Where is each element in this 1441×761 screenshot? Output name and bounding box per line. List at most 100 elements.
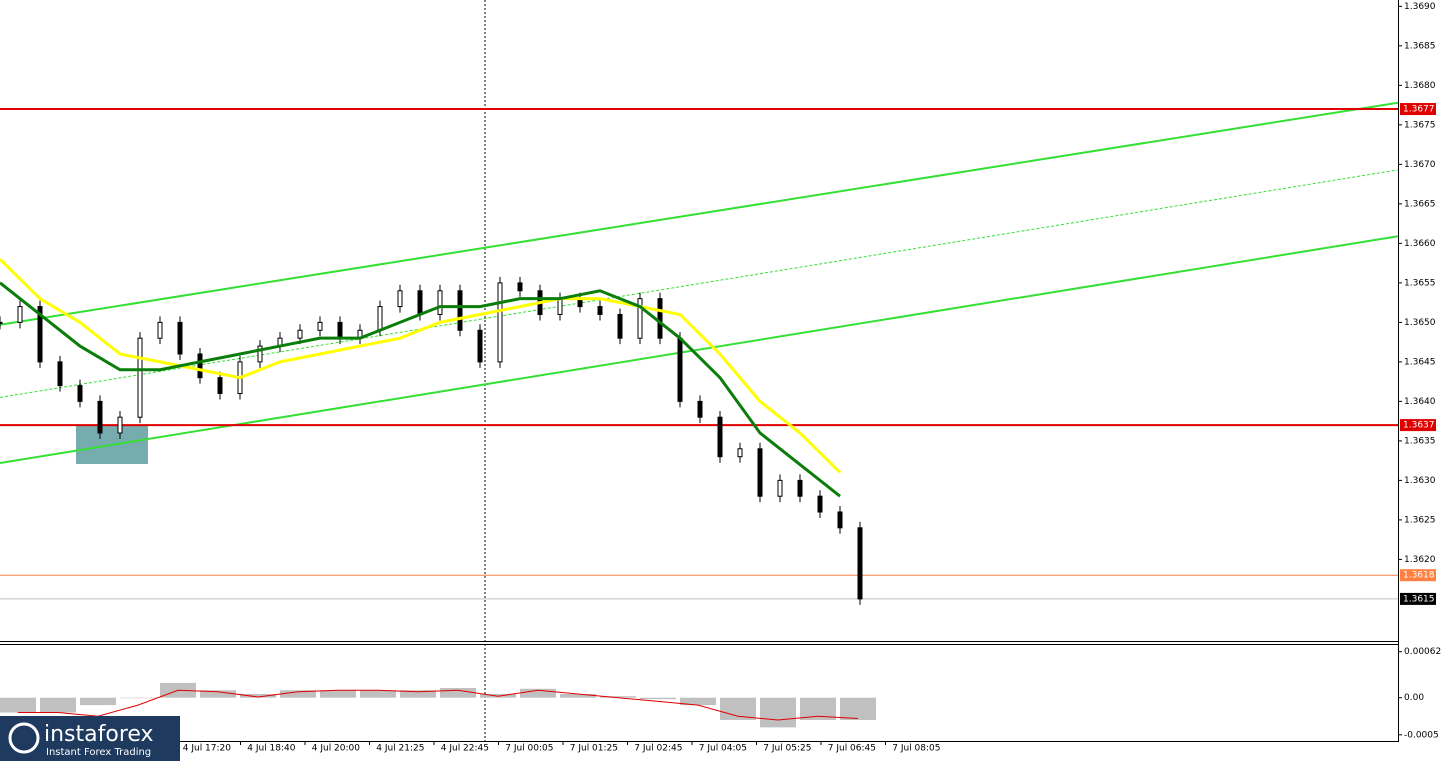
- candle: [337, 321, 343, 339]
- histogram-bar: [560, 693, 596, 698]
- histogram-bar: [760, 697, 796, 728]
- candle: [497, 282, 503, 363]
- y-tick-label: 1.3690: [1404, 2, 1436, 12]
- logo-name: instaforex: [44, 722, 154, 747]
- candle: [817, 495, 823, 513]
- current-label: 1.3615: [1403, 594, 1435, 604]
- candle: [77, 385, 83, 402]
- candle: [677, 337, 683, 402]
- y-tick-label: 1.3625: [1404, 515, 1436, 525]
- candle: [17, 306, 23, 323]
- y-tick-label: 1.3645: [1404, 357, 1436, 367]
- candle: [257, 345, 263, 363]
- y-tick-label: 1.3665: [1404, 199, 1436, 209]
- y-tick-label: 1.3620: [1404, 555, 1436, 565]
- candle: [97, 400, 103, 434]
- candle: [557, 298, 563, 315]
- histogram-bar: [120, 697, 156, 699]
- x-tick-label: 7 Jul 04:05: [699, 744, 747, 754]
- logo-icon: [8, 722, 40, 754]
- candle: [657, 298, 663, 339]
- histogram-bar: [640, 697, 676, 700]
- histogram-bar: [360, 690, 396, 698]
- y-tick-label: 1.3650: [1404, 318, 1436, 328]
- y-tick-label: 1.3630: [1404, 476, 1436, 486]
- y-tick-label: 1.3670: [1404, 160, 1436, 170]
- level-label: 1.3618: [1403, 571, 1435, 581]
- signal-line: [18, 689, 859, 721]
- candle: [757, 448, 763, 497]
- candle: [437, 290, 443, 315]
- logo: instaforex Instant Forex Trading: [0, 716, 180, 761]
- histogram-bar: [520, 688, 556, 698]
- y-tick-label: 1.3635: [1404, 436, 1436, 446]
- candle: [157, 321, 163, 339]
- trendline: [0, 169, 1399, 398]
- logo-bg: [0, 716, 180, 761]
- candle: [457, 290, 463, 331]
- x-tick-label: 4 Jul 22:45: [441, 744, 489, 754]
- histogram-bar: [720, 697, 756, 720]
- candle: [177, 321, 183, 355]
- y-tick-label: 0.00062: [1404, 647, 1441, 657]
- histogram-bar: [440, 688, 476, 698]
- x-tick-label: 7 Jul 08:05: [892, 744, 940, 754]
- histogram-bar: [0, 697, 36, 713]
- histogram-bar: [840, 697, 876, 720]
- candle: [617, 313, 623, 339]
- candle: [317, 321, 323, 331]
- histogram-bar: [40, 697, 76, 713]
- histogram-bar: [200, 690, 236, 698]
- histogram-bar: [400, 690, 436, 698]
- x-tick-label: 7 Jul 02:45: [634, 744, 682, 754]
- candle: [737, 448, 743, 458]
- x-tick-label: 4 Jul 17:20: [183, 744, 232, 754]
- candle: [597, 306, 603, 315]
- candle: [217, 377, 223, 394]
- y-tick-label: 1.3640: [1404, 397, 1436, 407]
- candle: [197, 353, 203, 379]
- trendline: [0, 101, 1399, 326]
- x-tick-label: 7 Jul 06:45: [828, 744, 876, 754]
- level-label: 1.3677: [1403, 105, 1435, 115]
- candle: [417, 290, 423, 315]
- x-tick-label: 4 Jul 21:25: [376, 744, 424, 754]
- y-tick-label: 1.3675: [1404, 120, 1436, 130]
- level-label-bg: [1400, 103, 1436, 116]
- histogram-bar: [800, 697, 836, 720]
- candle: [797, 479, 803, 497]
- x-tick-label: 7 Jul 05:25: [763, 744, 811, 754]
- y-tick-label: 1.3660: [1404, 239, 1436, 249]
- candle: [37, 306, 43, 363]
- candle: [117, 416, 123, 434]
- candle: [57, 361, 63, 387]
- y-tick-label: -0.0005: [1404, 730, 1439, 740]
- level-label: 1.3637: [1403, 421, 1435, 431]
- x-tick-label: 7 Jul 01:25: [570, 744, 618, 754]
- candle: [137, 337, 143, 418]
- moving-average: [0, 258, 842, 474]
- candle: [837, 511, 843, 529]
- x-tick-label: 7 Jul 00:05: [505, 744, 553, 754]
- level-label-bg: [1400, 569, 1436, 582]
- y-tick-label: 0.00: [1404, 693, 1424, 703]
- x-tick-label: 4 Jul 18:40: [247, 744, 296, 754]
- histogram-bar: [80, 697, 116, 706]
- histogram-bar: [280, 690, 316, 698]
- candle: [377, 306, 383, 331]
- candle: [637, 298, 643, 339]
- candle: [0, 321, 3, 324]
- candle: [717, 416, 723, 458]
- level-label-bg: [1400, 419, 1436, 432]
- logo-tagline: Instant Forex Trading: [46, 747, 151, 758]
- y-tick-label: 1.3680: [1404, 81, 1436, 91]
- y-tick-label: 1.3685: [1404, 41, 1436, 51]
- moving-average: [0, 281, 841, 498]
- candle: [397, 290, 403, 308]
- histogram-bar: [240, 693, 276, 698]
- candle: [477, 329, 483, 363]
- histogram-bar: [320, 690, 356, 698]
- candle: [517, 282, 523, 292]
- candle: [297, 329, 303, 339]
